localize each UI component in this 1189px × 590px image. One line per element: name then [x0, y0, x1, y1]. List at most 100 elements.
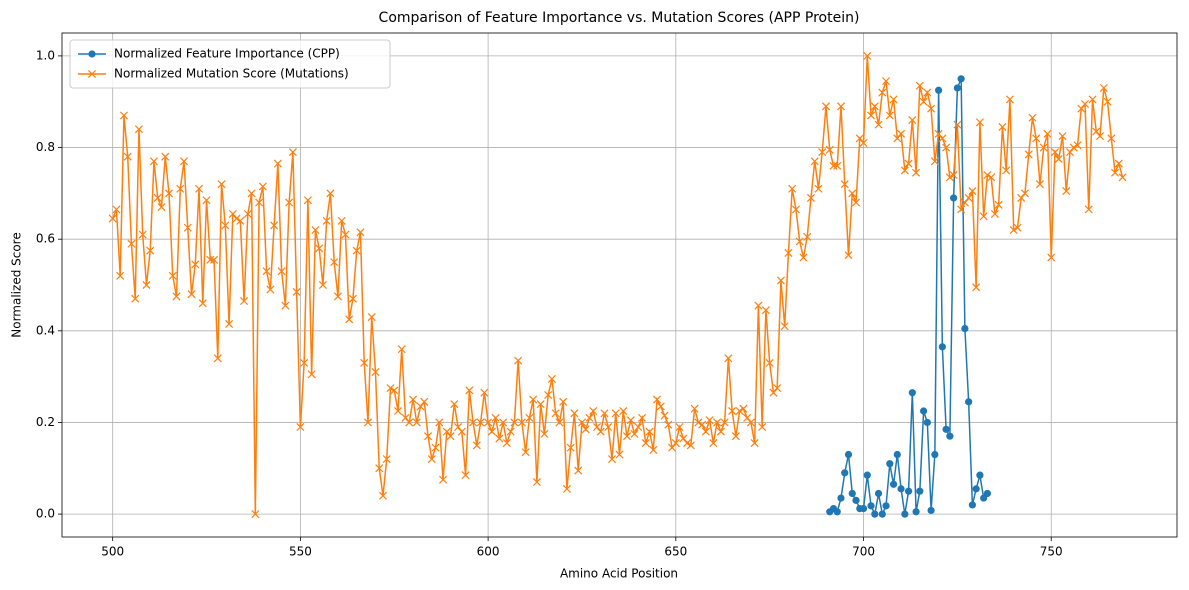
data-point	[938, 343, 946, 351]
data-point	[851, 198, 861, 207]
data-point	[356, 228, 365, 237]
data-point	[863, 471, 871, 479]
x-tick-label: 500	[101, 545, 124, 559]
data-point	[975, 118, 984, 127]
data-point	[480, 388, 489, 397]
data-point	[930, 157, 939, 166]
data-point	[653, 395, 662, 404]
data-point	[255, 198, 264, 207]
data-point	[408, 395, 418, 404]
data-point	[1050, 148, 1060, 157]
data-point	[912, 508, 920, 516]
data-point	[859, 504, 868, 513]
data-point	[705, 416, 714, 425]
data-point	[844, 251, 853, 260]
data-point	[164, 189, 174, 198]
data-point	[840, 180, 849, 189]
data-point	[1073, 141, 1082, 150]
data-point	[138, 230, 147, 239]
data-point	[848, 189, 857, 198]
data-point	[574, 466, 583, 475]
data-point	[690, 404, 699, 413]
data-point	[326, 189, 335, 198]
data-point	[1107, 134, 1116, 143]
legend-label: Normalized Mutation Score (Mutations)	[114, 67, 349, 81]
data-point	[536, 400, 545, 409]
data-point	[446, 432, 455, 441]
data-point	[791, 205, 800, 214]
data-point	[127, 239, 136, 248]
data-point	[758, 423, 767, 432]
data-point	[1058, 132, 1067, 141]
data-point	[852, 496, 860, 504]
data-point	[363, 418, 372, 427]
data-point	[1043, 129, 1052, 138]
y-axis-label: Normalized Score	[10, 232, 24, 337]
data-point	[885, 111, 894, 120]
data-point	[927, 104, 936, 113]
data-point	[559, 397, 568, 406]
data-point	[788, 184, 797, 193]
data-point	[731, 432, 740, 441]
data-point	[638, 413, 647, 422]
data-point	[484, 418, 493, 427]
y-tick-label: 0.6	[36, 232, 55, 246]
data-point	[908, 116, 917, 125]
data-point	[716, 427, 725, 436]
data-point	[836, 102, 846, 111]
data-point	[405, 418, 414, 427]
data-point	[210, 255, 219, 264]
data-point	[900, 166, 909, 175]
legend-label: Normalized Feature Importance (CPP)	[114, 47, 340, 61]
data-point	[551, 409, 560, 418]
data-point	[897, 485, 905, 493]
data-point	[108, 214, 117, 223]
data-point	[273, 159, 282, 168]
data-point	[908, 389, 916, 397]
data-point	[307, 370, 316, 379]
data-point	[540, 429, 549, 438]
data-point	[923, 418, 931, 427]
data-point	[1005, 95, 1014, 104]
data-point	[258, 182, 267, 191]
data-point	[746, 418, 755, 427]
data-point	[292, 287, 301, 296]
data-point	[878, 88, 887, 97]
data-point	[953, 120, 962, 129]
data-point	[525, 413, 534, 422]
data-point	[213, 354, 222, 363]
data-point	[919, 97, 928, 106]
data-point	[146, 246, 155, 255]
data-point	[123, 152, 132, 161]
data-point	[957, 205, 966, 214]
data-point	[874, 120, 883, 129]
data-point	[1118, 173, 1127, 182]
data-point	[901, 510, 909, 518]
data-point	[649, 445, 658, 454]
data-point	[510, 418, 519, 427]
data-point	[867, 111, 876, 120]
data-point	[841, 469, 849, 477]
data-point	[589, 406, 598, 416]
data-point	[765, 358, 774, 367]
data-point	[1024, 150, 1033, 159]
data-point	[439, 475, 448, 484]
data-point	[950, 194, 958, 202]
data-point	[1103, 97, 1112, 106]
data-point	[904, 487, 913, 495]
data-point	[935, 86, 943, 94]
data-point	[713, 418, 722, 427]
data-point	[983, 489, 992, 498]
data-point	[187, 290, 196, 299]
data-point	[585, 413, 594, 422]
data-point	[942, 425, 950, 433]
data-point	[270, 221, 279, 230]
data-point	[833, 161, 842, 170]
data-point	[720, 418, 729, 427]
data-point	[803, 232, 812, 241]
data-point	[983, 171, 992, 180]
data-point	[931, 450, 939, 459]
data-point	[998, 122, 1007, 131]
data-point	[821, 102, 831, 111]
